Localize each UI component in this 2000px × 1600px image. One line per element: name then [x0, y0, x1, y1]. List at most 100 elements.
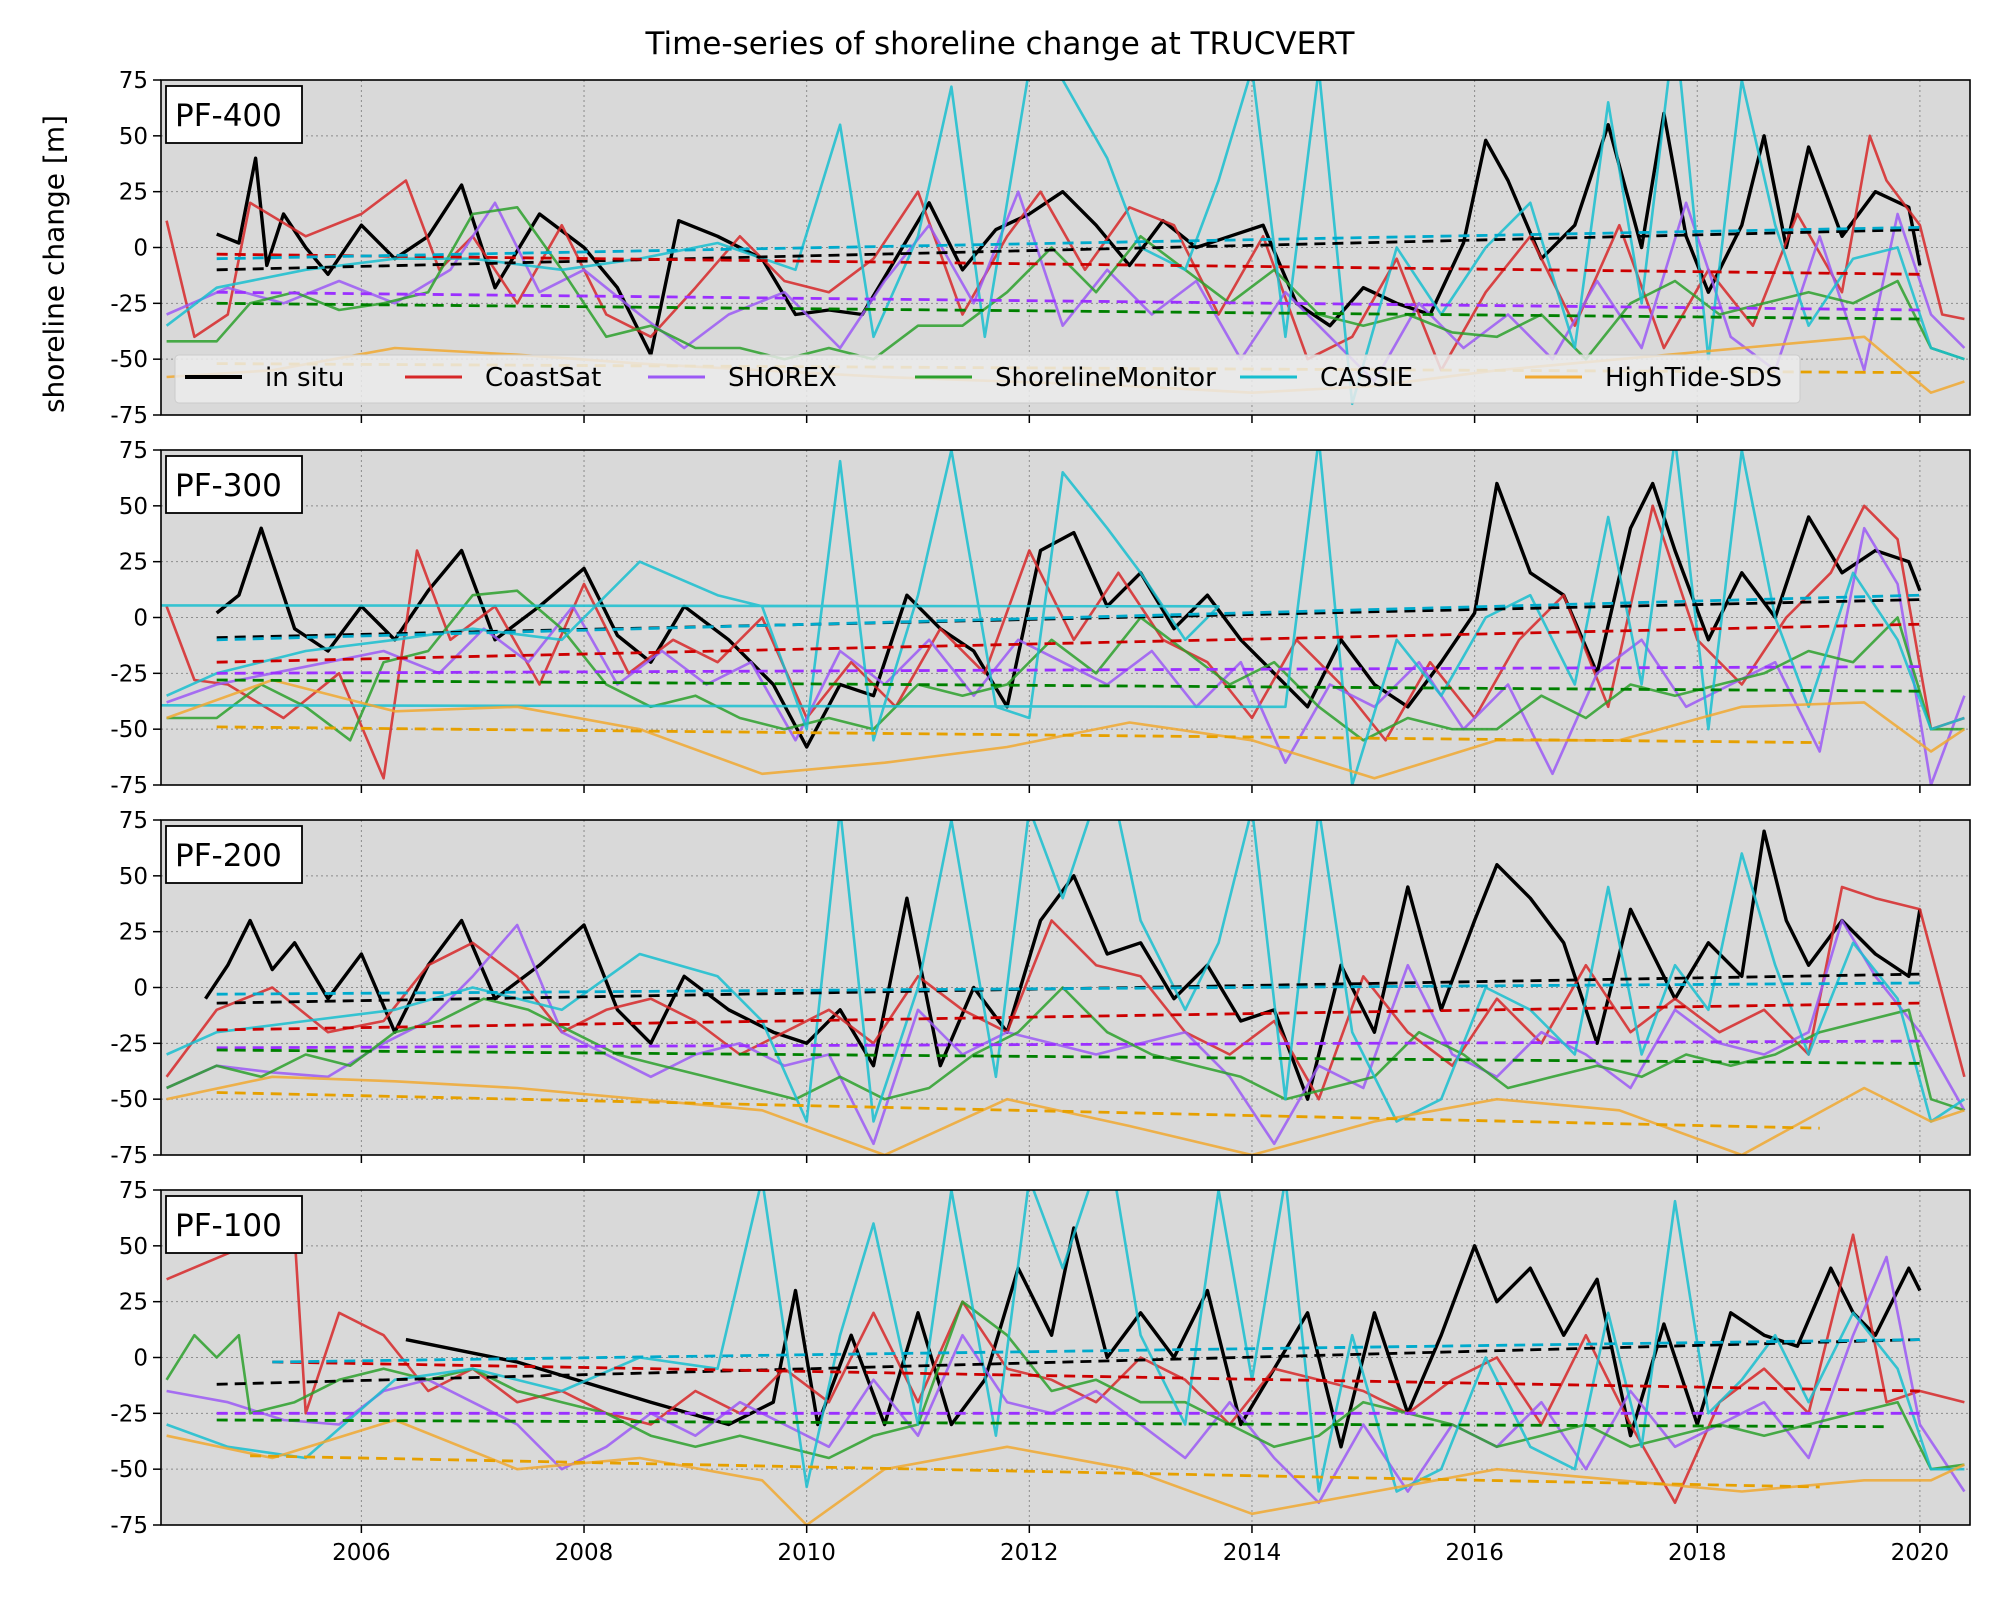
- series-line-shorex: [166, 1255, 1966, 1504]
- trend-line-in-situ: [216, 1338, 1920, 1386]
- trend-line-in-situ: [216, 228, 1920, 272]
- trend-line-cassie: [216, 593, 1920, 642]
- legend-box: [174, 354, 1801, 404]
- series-line-shorex: [166, 190, 1966, 383]
- y-tick-label: -50: [110, 347, 148, 373]
- y-tick-label: 50: [119, 1234, 148, 1260]
- y-tick-label: 75: [119, 1178, 148, 1204]
- panel-label: PF-100: [165, 1195, 303, 1254]
- y-tick-label: 50: [119, 124, 148, 150]
- x-tick-label: 2016: [1445, 1540, 1504, 1566]
- series-line-cassie: [165, 80, 1965, 406]
- series-line-in-situ: [216, 111, 1922, 357]
- trend-line-coastsat: [216, 622, 1920, 664]
- y-tick-label: -50: [110, 717, 148, 743]
- panel-pf-200: -75 -50 -25 0 25 50 75 PF-200: [110, 808, 1971, 1169]
- y-tick-label: -50: [110, 1087, 148, 1113]
- trend-line-shorex: [216, 1039, 1920, 1050]
- y-tick-label: -25: [110, 661, 148, 687]
- y-tick-label: 50: [119, 864, 148, 890]
- trend-line-hightide-sds: [216, 1091, 1820, 1130]
- panel-label-text: PF-200: [175, 838, 282, 874]
- legend-label: CoastSat: [485, 363, 601, 393]
- trend-line-shorelinemonitor: [216, 1048, 1920, 1065]
- x-tick-label: 2012: [1000, 1540, 1059, 1566]
- legend: in situ CoastSat SHOREX ShorelineMonitor CAS…: [174, 354, 1801, 404]
- trend-line-shorelinemonitor: [216, 678, 1920, 693]
- panel-label-text: PF-300: [175, 468, 282, 504]
- legend-label: HighTide-SDS: [1605, 363, 1782, 393]
- trend-line-cassie: [216, 981, 1920, 996]
- y-tick-label: 0: [133, 606, 148, 632]
- panel-label-box: [165, 85, 303, 144]
- series-line-cassie: [166, 820, 1966, 1123]
- y-tick-label: 25: [119, 920, 148, 946]
- legend-label: ShorelineMonitor: [995, 363, 1216, 393]
- panel-label-box: [165, 455, 303, 514]
- series-line-in-situ: [215, 481, 1922, 749]
- trend-line-shorelinemonitor: [216, 301, 1920, 321]
- trend-line-hightide-sds: [250, 1454, 1820, 1489]
- trend-line-hightide-sds: [216, 725, 1820, 744]
- trend-line-shorex: [216, 665, 1920, 675]
- chart-title: Time-series of shoreline change at TRUCV…: [645, 26, 1355, 62]
- y-tick-label: -75: [110, 1143, 148, 1169]
- y-tick-label: -25: [110, 1031, 148, 1057]
- y-tick-label: 0: [133, 236, 148, 262]
- series-line-hightide-sds: [166, 678, 1966, 780]
- y-tick-label: 0: [133, 976, 148, 1002]
- panel-label-text: PF-100: [175, 1208, 282, 1244]
- legend-label: SHOREX: [728, 363, 837, 393]
- legend-label: CASSIE: [1320, 363, 1413, 393]
- x-tick-label: 2006: [332, 1540, 391, 1566]
- legend-label: in situ: [265, 363, 344, 393]
- trend-line-cassie: [216, 226, 1920, 261]
- y-tick-label: -75: [110, 773, 148, 799]
- panel-label: PF-300: [165, 455, 303, 514]
- y-tick-label: 75: [119, 808, 148, 834]
- series-line-shorex: [166, 919, 1966, 1146]
- x-tick-label: 2018: [1668, 1540, 1727, 1566]
- trend-line-cassie: [272, 1338, 1920, 1364]
- series-line-hightide-sds: [166, 1418, 1965, 1525]
- y-tick-label: 75: [119, 438, 148, 464]
- x-tick-label: 2014: [1223, 1540, 1282, 1566]
- y-tick-label: 25: [119, 550, 148, 576]
- series-line-cassie: [166, 1190, 1965, 1493]
- panel-label-box: [165, 1195, 303, 1254]
- x-tick-label: 2008: [555, 1540, 614, 1566]
- y-tick-label: -25: [110, 291, 148, 317]
- panel-label: PF-400: [165, 85, 303, 144]
- series-line-coastsat: [165, 885, 1966, 1101]
- panel-label-text: PF-400: [175, 98, 282, 134]
- trend-line-coastsat: [216, 252, 1920, 276]
- y-tick-label: -50: [110, 1457, 148, 1483]
- y-tick-label: 75: [119, 68, 148, 94]
- trend-line-shorex: [216, 290, 1920, 312]
- y-tick-label: 25: [119, 180, 148, 206]
- x-tick-label: 2020: [1891, 1540, 1950, 1566]
- series-group: [165, 820, 1966, 1155]
- panel-pf-100: -75 -50 -25 0 25 50 75 2006 2008 2010 2012 2014 2016…: [110, 1178, 1971, 1566]
- trend-line-shorelinemonitor: [216, 1418, 1887, 1429]
- trend-line-coastsat: [216, 1001, 1920, 1032]
- panel-label: PF-200: [165, 825, 303, 884]
- y-tick-label: -75: [110, 403, 148, 429]
- x-tick-label: 2010: [777, 1540, 836, 1566]
- series-line-cassie: [161, 450, 1965, 785]
- series-line-in-situ: [405, 1226, 1922, 1449]
- series-group: [165, 1190, 1966, 1525]
- trend-line-coastsat: [272, 1360, 1920, 1393]
- series-line-shorelinemonitor: [166, 986, 1965, 1112]
- series-line-shorelinemonitor: [166, 206, 1965, 361]
- panel-pf-300: -75 -50 -25 0 25 50 75 PF-300: [110, 438, 1971, 799]
- y-tick-label: 0: [133, 1346, 148, 1372]
- panel-pf-400: -75 -50 -25 0 25 50 75 PF-400 in situ CoastSat SHO…: [110, 68, 1971, 429]
- series-line-hightide-sds: [166, 1075, 1965, 1155]
- series-group: [161, 450, 1966, 785]
- y-tick-label: 50: [119, 494, 148, 520]
- y-tick-label: -25: [110, 1401, 148, 1427]
- y-tick-label: 25: [119, 1290, 148, 1316]
